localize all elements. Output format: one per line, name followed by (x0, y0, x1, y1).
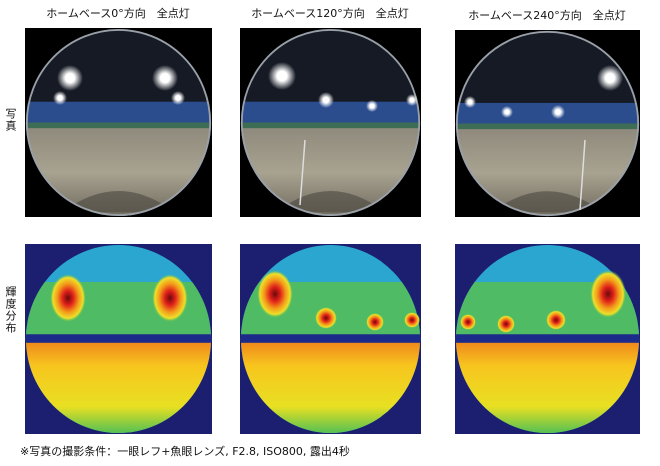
column-header: ホームベース240°方向 全点灯 (468, 8, 626, 22)
luminance-panel (455, 244, 640, 434)
column-header: ホームベース0°方向 全点灯 (46, 6, 190, 20)
column-header: ホームベース120°方向 全点灯 (251, 6, 409, 20)
photo-panel (455, 30, 640, 217)
photo-panel (240, 28, 421, 217)
caption: ※写真の撮影条件：一眼レフ+魚眼レンズ, F2.8, ISO800, 露出4秒 (20, 444, 350, 458)
row-label: 写真 (4, 108, 17, 132)
luminance-panel (240, 244, 421, 434)
photo-panel (25, 28, 212, 217)
row-label: 輝度分布 (4, 286, 17, 334)
luminance-panel (25, 244, 212, 434)
